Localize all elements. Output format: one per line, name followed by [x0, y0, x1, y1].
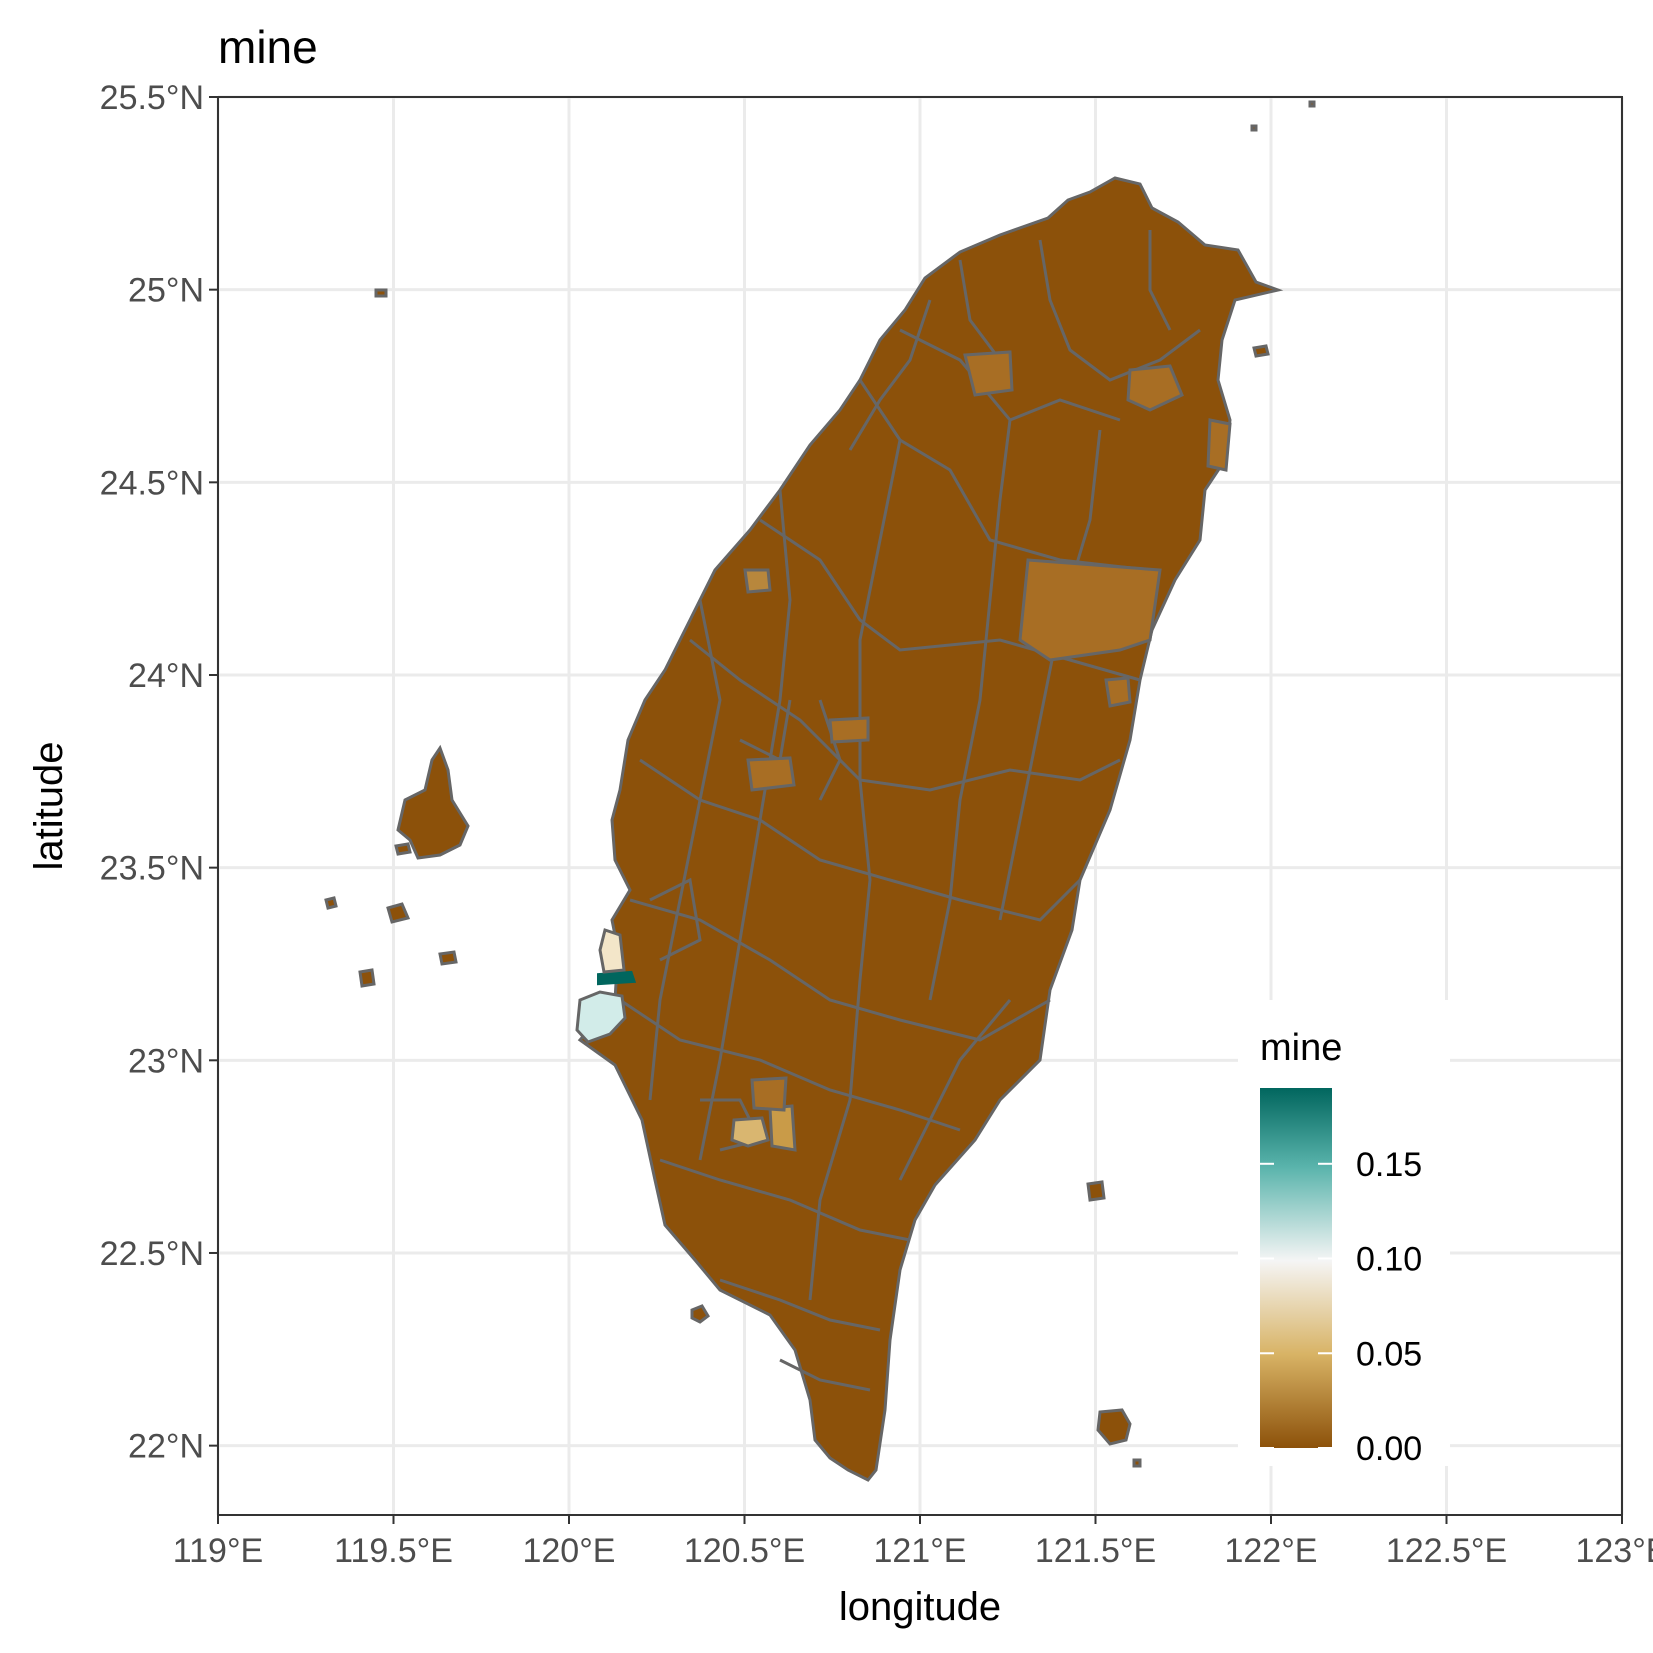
x-axis: 119°E 119.5°E 120°E 120.5°E 121°E 121.5°E 122°…: [173, 1515, 1653, 1570]
penghu-islet-5: [324, 896, 338, 910]
district-borders: [619, 230, 1201, 1392]
x-tick-label: 119°E: [173, 1532, 263, 1570]
guishan-island: [1252, 344, 1270, 358]
district-tan-2: [768, 1104, 797, 1152]
y-tick-label: 22°N: [128, 1428, 204, 1466]
legend: mine 0.00 0.05 0.10 0.15: [1238, 1000, 1450, 1468]
district-cream: [598, 928, 626, 974]
district-mid-4: [1104, 676, 1132, 708]
x-tick-label: 122.5°E: [1386, 1532, 1507, 1570]
plot-title: mine: [218, 21, 318, 73]
x-tick-label: 122°E: [1224, 1532, 1317, 1570]
penghu-islet-4: [394, 842, 412, 856]
district-mid-5: [1018, 558, 1162, 662]
legend-tick-label: 0.15: [1356, 1146, 1422, 1184]
x-tick-label: 121.5°E: [1035, 1532, 1156, 1570]
penghu-islet-2: [358, 968, 376, 988]
y-tick-label: 25°N: [128, 272, 204, 310]
x-tick-label: 121°E: [873, 1532, 966, 1570]
district-mid-7: [828, 716, 870, 744]
penghu-islet-1: [386, 902, 411, 924]
district-light-teal: [575, 990, 627, 1044]
district-mid-9: [750, 1076, 788, 1112]
y-tick-label: 22.5°N: [100, 1235, 204, 1273]
main-island: [575, 176, 1284, 1482]
x-tick-label: 120.5°E: [684, 1532, 805, 1570]
y-axis-title: latitude: [27, 742, 71, 871]
district-mid-6: [746, 756, 796, 792]
x-tick-label: 120°E: [522, 1532, 615, 1570]
district-mid-2: [963, 350, 1014, 397]
legend-colorbar: [1260, 1088, 1332, 1448]
green-island: [1086, 1180, 1106, 1202]
legend-tick-label: 0.05: [1356, 1335, 1422, 1373]
y-tick-label: 24°N: [128, 657, 204, 695]
district-mid-1: [1126, 364, 1184, 412]
y-tick-label: 25.5°N: [100, 79, 204, 117]
legend-tick-label: 0.00: [1356, 1430, 1422, 1468]
x-axis-title: longitude: [839, 1585, 1001, 1629]
district-mid-8: [1206, 418, 1232, 472]
legend-tick-label: 0.10: [1356, 1241, 1422, 1279]
y-axis: 22°N 22.5°N 23°N 23.5°N 24°N 24.5°N 25°N 25.5°N: [100, 79, 218, 1466]
y-tick-label: 23.5°N: [100, 850, 204, 888]
liuqiu-island: [690, 1304, 710, 1324]
south-islet: [1132, 1458, 1142, 1468]
main-island-shape: [577, 176, 1284, 1482]
orchid-island: [1096, 1408, 1132, 1446]
y-tick-label: 23°N: [128, 1042, 204, 1080]
x-tick-label: 123°E: [1575, 1532, 1653, 1570]
north-islet-2: [1308, 100, 1316, 108]
legend-ticks: 0.00 0.05 0.10 0.15: [1260, 1146, 1422, 1468]
x-tick-label: 119.5°E: [334, 1532, 453, 1570]
district-dark-teal: [597, 970, 637, 986]
penghu-islands: [396, 744, 470, 860]
district-mid-3: [743, 568, 772, 594]
legend-title: mine: [1260, 1027, 1342, 1069]
outlying-islands: [324, 100, 1316, 1468]
district-tan-1: [730, 1116, 770, 1148]
penghu-islet-3: [438, 950, 458, 966]
diaoyu-islet: [374, 288, 388, 298]
north-islet-1: [1250, 124, 1258, 132]
y-tick-label: 24.5°N: [100, 464, 204, 502]
